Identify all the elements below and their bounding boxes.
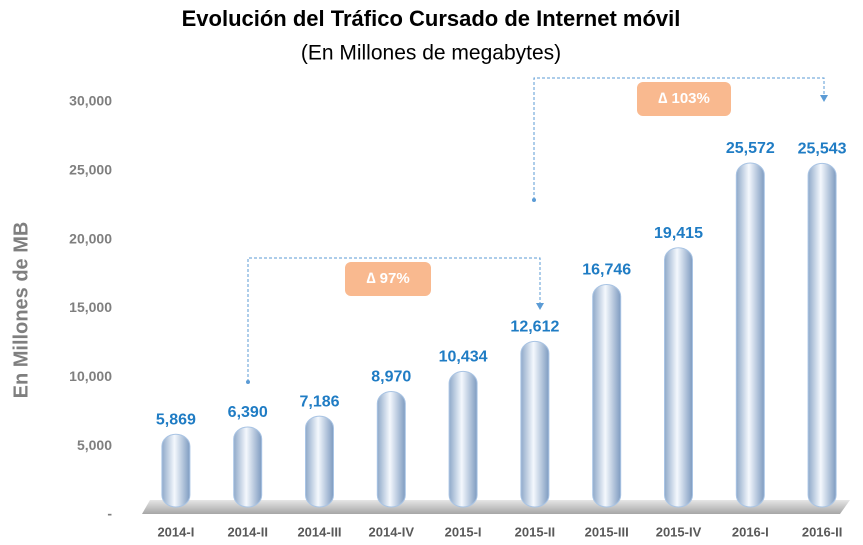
x-tick-label: 2015-IV <box>656 524 702 539</box>
arrow <box>536 303 544 310</box>
value-label: 19,415 <box>654 225 703 242</box>
value-label: 25,572 <box>726 140 775 157</box>
bar <box>233 426 263 508</box>
x-tick-label: 2014-I <box>157 524 194 539</box>
value-label: 8,970 <box>371 369 411 386</box>
bracket-dot <box>246 380 250 384</box>
annotation: ∆ 97% <box>366 270 409 287</box>
x-tick-label: 2014-II <box>227 524 267 539</box>
y-tick-label: 25,000 <box>69 162 112 178</box>
annotation-box <box>345 262 431 296</box>
annotation: ∆ 103% <box>658 90 710 107</box>
bracket-dot <box>532 198 536 202</box>
bracket <box>247 257 541 382</box>
bar <box>376 391 406 508</box>
bar <box>448 370 478 508</box>
y-axis-label: En Millones de MB <box>10 222 32 399</box>
x-tick-label: 2015-I <box>445 524 482 539</box>
y-tick-label: 10,000 <box>69 368 112 384</box>
value-label: 10,434 <box>439 349 488 366</box>
y-tick-label: 30,000 <box>69 93 112 109</box>
x-tick-label: 2016-I <box>732 524 769 539</box>
chart-subtitle: (En Millones de megabytes) <box>301 42 561 65</box>
bar <box>520 340 550 508</box>
value-label: 12,612 <box>510 319 559 336</box>
bar <box>305 415 334 508</box>
value-label: 25,543 <box>798 141 847 158</box>
x-tick-label: 2015-II <box>515 524 555 539</box>
value-label: 16,746 <box>582 262 631 279</box>
value-label: 7,186 <box>299 393 339 410</box>
bar <box>592 283 622 508</box>
chart-title: Evolución del Tráfico Cursado de Interne… <box>182 6 681 31</box>
bar <box>735 162 765 508</box>
bracket <box>533 77 825 200</box>
arrow <box>820 95 828 102</box>
x-tick-label: 2014-III <box>297 524 341 539</box>
x-tick-label: 2014-IV <box>369 524 415 539</box>
value-label: 6,390 <box>228 404 268 421</box>
bar <box>807 162 837 508</box>
y-tick-label: - <box>107 506 112 522</box>
y-tick-label: 5,000 <box>77 437 112 453</box>
bar <box>161 433 191 508</box>
annotation-box <box>637 82 731 116</box>
bar <box>664 247 693 508</box>
y-tick-label: 15,000 <box>69 299 112 315</box>
x-tick-label: 2016-II <box>802 524 842 539</box>
value-label: 5,869 <box>156 411 196 428</box>
y-tick-label: 20,000 <box>69 230 112 246</box>
x-tick-label: 2015-III <box>585 524 629 539</box>
